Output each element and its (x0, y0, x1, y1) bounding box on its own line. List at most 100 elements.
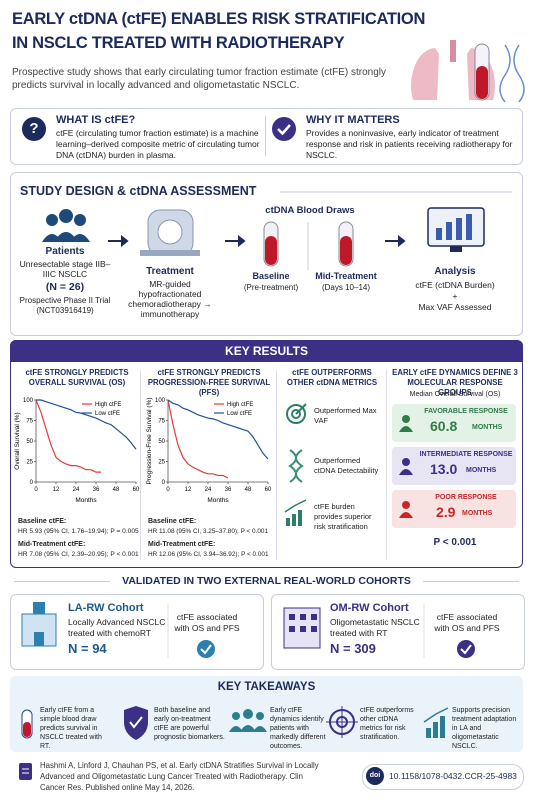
divider (276, 370, 277, 560)
cohort-n: N = 94 (68, 641, 107, 656)
y-tick-label: 50 (26, 439, 33, 445)
metrics-title: ctFE OUTPERFORMS OTHER ctDNA METRICS (286, 368, 378, 387)
subtitle: Prospective study shows that early circu… (12, 67, 387, 91)
y-tick-label: 50 (158, 439, 165, 445)
cohort-text: Oligometastatic NSCLC treated with RT (330, 617, 420, 638)
takeaway: Both baseline and early on-treatment ctF… (154, 707, 225, 741)
y-axis-label: Overall Survival (%) (14, 412, 21, 469)
takeaway: ctFE outperforms other ctDNA metrics for… (360, 707, 414, 741)
takeaway-icons (21, 706, 449, 740)
x-tick-label: 12 (53, 487, 60, 493)
dynamics-subtitle: Median Overall Survival (OS) (409, 391, 501, 398)
dynamics-title: EARLY ctFE DYNAMICS DEFINE 3 MOLECULAR R… (392, 368, 518, 397)
survival-curve (167, 399, 229, 479)
baseline-sub: (Pre-treatment) (243, 283, 299, 292)
y-tick-label: 75 (158, 419, 165, 425)
stat-label: Baseline ctFE: (148, 518, 197, 525)
cohort-card (271, 594, 525, 670)
doi-pill (362, 764, 524, 790)
why-title: WHY IT MATTERS (306, 114, 400, 126)
takeaway: Supports precision treatment adaptation … (452, 707, 517, 750)
group-label: INTERMEDIATE RESPONSE (419, 451, 513, 458)
metric-icons (284, 403, 307, 526)
group-unit: MONTHS (462, 510, 493, 517)
patients-text: Unresectable stage IIB–IIIC NSCLC (19, 259, 111, 279)
x-tick-label: 0 (166, 487, 170, 493)
treatment-text: MR-guided hypofractionated chemoradiothe… (128, 279, 212, 319)
metric-item: ctFE burden provides superior risk strat… (314, 502, 372, 531)
group-label: FAVORABLE RESPONSE (424, 408, 508, 415)
y-tick-label: 25 (158, 460, 165, 466)
stat: HR 7.08 (95% CI, 2.39–20.95); P < 0.001 (18, 551, 139, 558)
citation-text: Hashmi A, Linford J, Chauhan PS, et al. … (40, 761, 319, 792)
analysis-line: + (452, 291, 458, 301)
os-title: ctFE STRONGLY PREDICTS OVERALL SURVIVAL … (25, 368, 129, 387)
legend-label: High ctFE (227, 402, 253, 408)
group-box (392, 404, 516, 442)
legend-label: High ctFE (95, 402, 121, 408)
stat: HR 11.08 (95% CI, 3.25–37.80); P < 0.001 (148, 528, 269, 535)
y-tick-label: 0 (30, 480, 34, 486)
doi: 10.1158/1078-0432.CCR-25-4983 (389, 771, 517, 781)
stat: HR 5.93 (95% CI, 1.76–19.94); P = 0.005 (18, 528, 139, 535)
x-tick-label: 0 (34, 487, 38, 493)
cohort-result: ctFE associated with OS and PFS (174, 612, 240, 633)
metric-item: Outperformed Max VAF (314, 406, 377, 425)
cohort-card (10, 594, 264, 670)
survival-curve (35, 399, 101, 473)
group-box (392, 490, 516, 528)
patients-trial: Prospective Phase II Trial (NCT03916419) (19, 296, 111, 315)
y-tick-label: 100 (23, 398, 34, 404)
analysis-line: ctFE (ctDNA Burden) (415, 280, 495, 290)
group-value: 2.9 (436, 504, 456, 520)
doi-badge: doi (366, 767, 384, 785)
group-value: 13.0 (430, 461, 458, 477)
baseline-label: Baseline (252, 271, 290, 281)
cohort-text: Locally Advanced NSCLC treated with chem… (68, 617, 166, 638)
y-tick-label: 25 (26, 460, 33, 466)
analysis-label: Analysis (434, 266, 476, 277)
group-box (392, 447, 516, 485)
pfs-chart: 0 25 50 75 100 0 12 24 36 48 60 Months Progression-F… (146, 397, 272, 504)
divider (265, 116, 266, 156)
survival-curve (36, 399, 137, 450)
group-label: POOR RESPONSE (435, 494, 497, 501)
legend-label: Low ctFE (95, 411, 120, 417)
cohort-name: OM-RW Cohort (330, 602, 409, 614)
y-tick-label: 100 (155, 398, 166, 404)
takeaway: Early ctFE from a simple blood draw pred… (40, 707, 102, 750)
x-tick-label: 24 (73, 487, 80, 493)
os-chart: 0 25 50 75 100 0 12 24 36 48 60 Months Overall Survi… (14, 398, 140, 504)
what-title: WHAT IS ctFE? (56, 114, 136, 126)
group-unit: MONTHS (466, 467, 497, 474)
info-box (10, 108, 523, 165)
y-tick-label: 75 (26, 419, 33, 425)
cohort-result: ctFE associated with OS and PFS (434, 612, 500, 633)
stat: HR 12.06 (95% CI, 3.94–36.92); P < 0.001 (148, 551, 269, 558)
patients-label: Patients (45, 246, 85, 257)
what-text: ctFE (circulating tumor fraction estimat… (56, 128, 260, 160)
x-tick-label: 12 (185, 487, 192, 493)
group-icons (399, 415, 413, 518)
group-unit: MONTHS (472, 424, 503, 431)
study-title: STUDY DESIGN & ctDNA ASSESSMENT (20, 184, 263, 198)
x-tick-label: 36 (225, 487, 232, 493)
stat-label: Mid-Treatment ctFE: (148, 541, 216, 548)
x-tick-label: 24 (205, 487, 212, 493)
analysis-line: Max VAF Assessed (418, 302, 492, 312)
treatment-label: Treatment (146, 266, 194, 277)
x-tick-label: 48 (245, 487, 252, 493)
x-axis-label: Months (207, 497, 229, 504)
divider (386, 370, 387, 560)
validated-title: VALIDATED IN TWO EXTERNAL REAL-WORLD COH… (110, 575, 423, 587)
title-line-2: IN NSCLC TREATED WITH RADIOTHERAPY (12, 34, 345, 52)
takeaways-title: KEY TAKEAWAYS (217, 681, 316, 693)
check-icon (272, 117, 296, 141)
stat-label: Baseline ctFE: (18, 518, 67, 525)
cohort-name: LA-RW Cohort (68, 602, 144, 614)
takeaway: Early ctFE dynamics identify patients wi… (270, 707, 326, 750)
x-tick-label: 60 (265, 487, 272, 493)
mid-label: Mid-Treatment (315, 271, 377, 281)
blood-draws-title: ctDNA Blood Draws (265, 205, 355, 216)
